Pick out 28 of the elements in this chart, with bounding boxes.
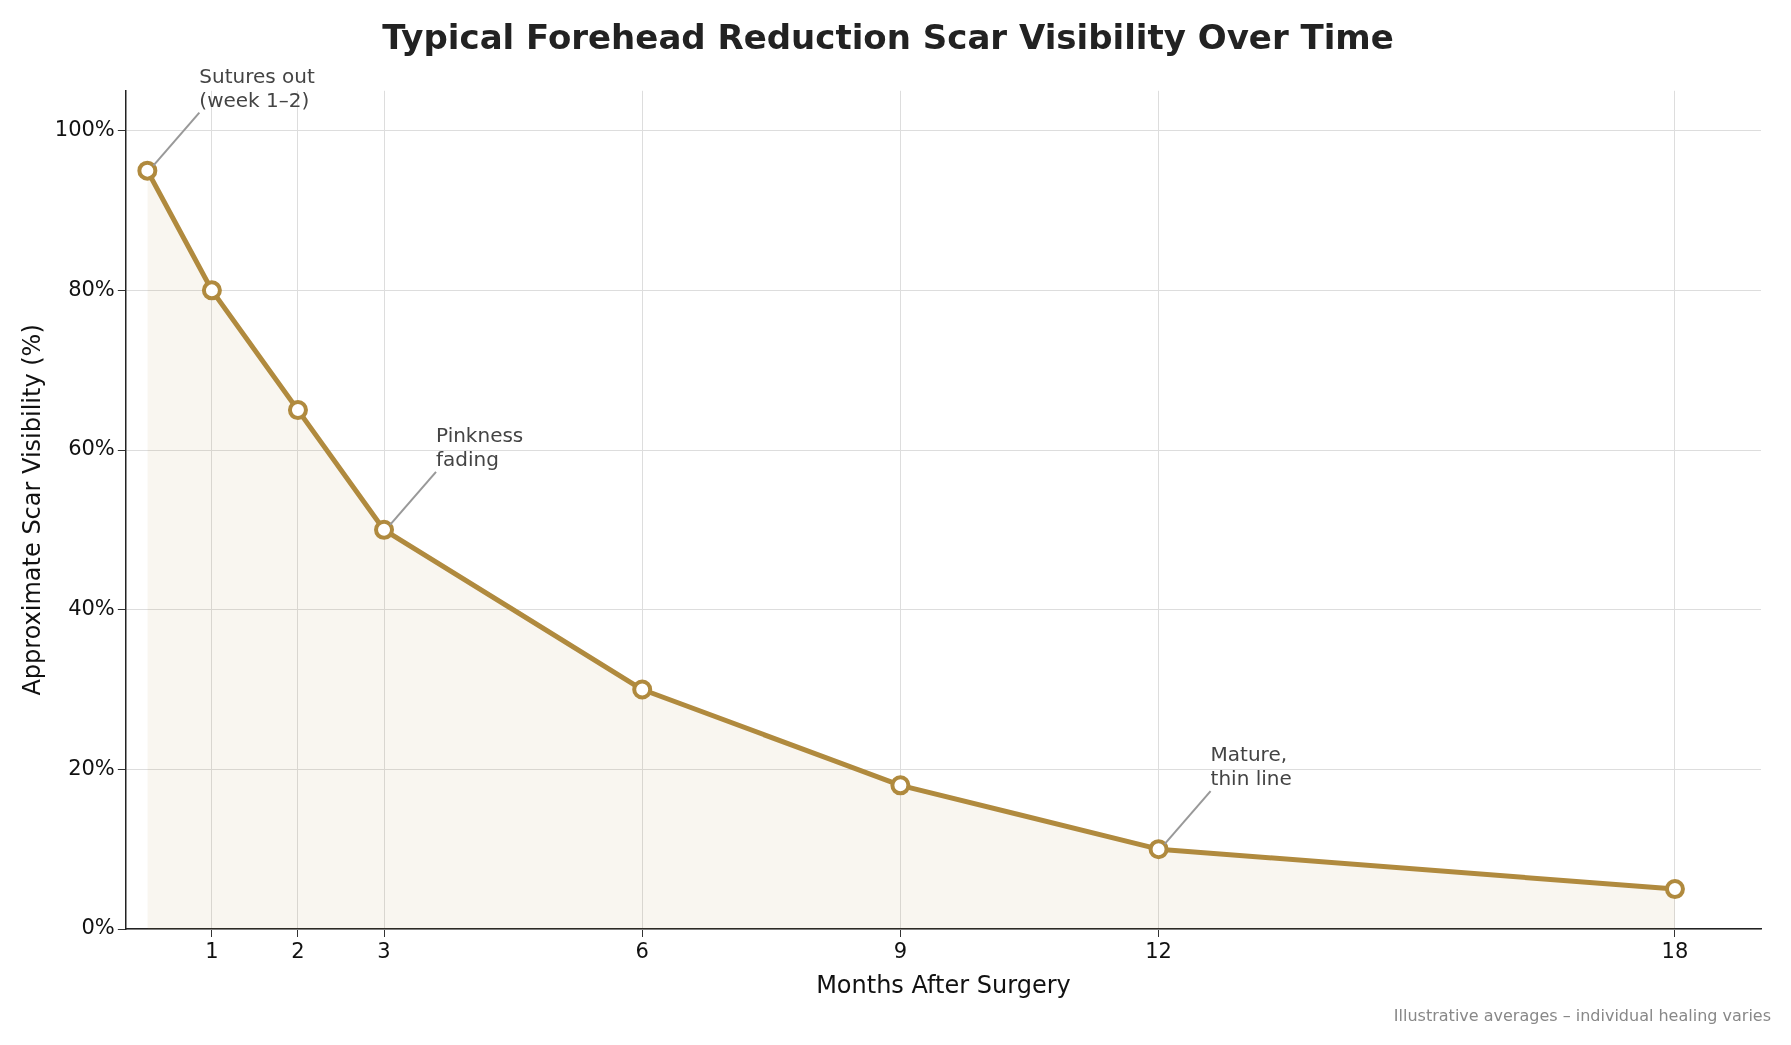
x-tick-label: 18: [1661, 939, 1689, 964]
annotation: Pinkness fading: [436, 422, 524, 471]
y-tick-label: 100%: [54, 117, 115, 142]
point: [1148, 839, 1169, 860]
chart-title: Typical Forehead Reduction Scar Visibility Over Time: [382, 17, 1394, 58]
point: [632, 679, 653, 700]
annotation: Mature, thin line: [1210, 742, 1292, 791]
point: [137, 160, 158, 181]
annotation: Sutures out (week 1–2): [199, 63, 316, 112]
y-tick-label: 20%: [68, 755, 115, 780]
point: [201, 280, 222, 301]
x-tick-label: 2: [291, 939, 305, 964]
point: [1664, 879, 1685, 900]
point: [890, 775, 911, 796]
y-tick-label: 60%: [68, 436, 115, 461]
y-tick-label: 40%: [68, 596, 115, 621]
y-tick-label: 0%: [81, 915, 115, 940]
x-axis-title: Months After Surgery: [816, 970, 1071, 999]
text: Illustrative averages – individual healing varies: [1393, 1006, 1771, 1026]
y-axis-title: Approximate Scar Visibility (%): [17, 324, 46, 696]
x-tick-label: 9: [893, 939, 908, 964]
x-tick-label: 12: [1145, 939, 1172, 964]
point: [287, 400, 308, 421]
x-tick-label: 6: [635, 939, 649, 964]
x-tick-label: 1: [205, 939, 219, 964]
y-tick-label: 80%: [68, 276, 115, 301]
x-tick-label: 3: [377, 939, 391, 964]
point: [374, 519, 395, 540]
